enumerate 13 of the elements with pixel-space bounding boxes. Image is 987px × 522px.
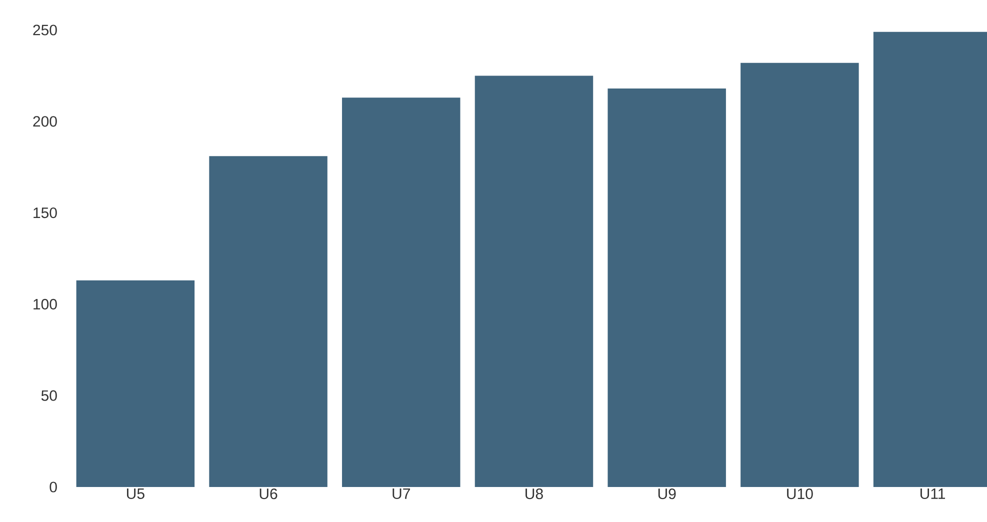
x-tick-label: U10 (787, 488, 813, 500)
x-tick-label: U6 (260, 488, 278, 500)
x-tick-label: U5 (126, 488, 144, 499)
y-tick-label: 200 (33, 116, 57, 127)
y-tick-label: 150 (34, 207, 57, 218)
y-tick-label: 250 (33, 24, 57, 36)
x-tick-label: U7 (392, 488, 410, 499)
y-tick-label: 0 (50, 482, 57, 492)
x-tick-label: U9 (658, 488, 676, 500)
y-tick-label: 100 (34, 298, 57, 310)
y-tick-label: 50 (41, 390, 57, 401)
x-tick-label: U8 (526, 488, 543, 500)
x-tick-label: U11 (920, 488, 946, 499)
